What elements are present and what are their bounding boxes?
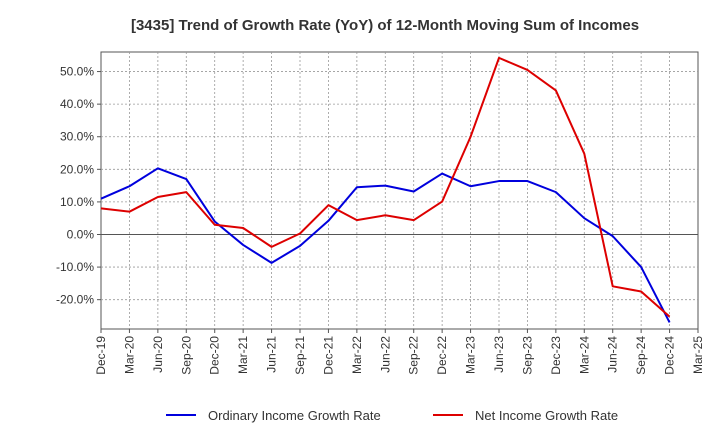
x-tick-label: Dec-19 [94,336,108,375]
legend: Ordinary Income Growth Rate Net Income Gr… [166,408,618,423]
x-tick-label: Jun-20 [151,336,165,373]
grid-lines [101,52,698,329]
x-tick-label: Dec-24 [663,336,677,375]
x-tick-label: Mar-25 [691,336,705,374]
y-tick-label: 0.0% [67,227,95,241]
axes: 50.0% 40.0% 30.0% 20.0% 10.0% 0.0% -10.0% -20.0… [56,65,705,375]
series-line-ordinary-income [100,167,671,323]
x-tick-label: Sep-23 [520,336,534,375]
y-tick-label: 40.0% [60,97,94,111]
x-tick-label: Mar-20 [122,336,136,374]
x-tick-label: Dec-23 [549,336,563,375]
x-tick-label: Jun-23 [492,336,506,373]
x-tick-label: Jun-21 [265,336,279,373]
x-tick-label: Jun-22 [378,336,392,373]
legend-label-net-income: Net Income Growth Rate [475,408,618,423]
x-tick-label: Sep-22 [407,336,421,375]
y-tick-label: 20.0% [60,162,94,176]
x-tick-label: Mar-21 [236,336,250,374]
chart-title: [3435] Trend of Growth Rate (YoY) of 12-… [131,17,639,34]
x-tick-label: Sep-21 [293,336,307,375]
x-tick-label: Dec-20 [208,336,222,375]
legend-label-ordinary-income: Ordinary Income Growth Rate [208,408,381,423]
x-tick-label: Mar-22 [350,336,364,374]
y-tick-label: 30.0% [60,130,94,144]
x-tick-label: Jun-24 [606,336,620,373]
series-line-net-income [100,56,671,318]
x-tick-label: Dec-22 [435,336,449,375]
x-tick-label: Dec-21 [321,336,335,375]
x-tick-label: Sep-24 [634,336,648,375]
y-tick-label: 50.0% [60,65,94,79]
x-tick-label: Mar-23 [464,336,478,374]
x-tick-label: Sep-20 [179,336,193,375]
y-tick-label: -20.0% [56,293,94,307]
plot-area [100,51,699,330]
y-tick-label: 10.0% [60,195,94,209]
series-lines [100,56,671,323]
x-tick-label: Mar-24 [577,336,591,374]
y-tick-label: -10.0% [56,260,94,274]
